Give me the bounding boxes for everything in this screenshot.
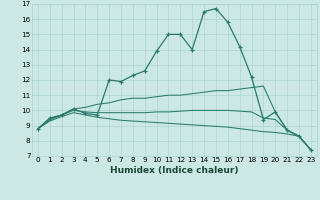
X-axis label: Humidex (Indice chaleur): Humidex (Indice chaleur) <box>110 166 239 175</box>
